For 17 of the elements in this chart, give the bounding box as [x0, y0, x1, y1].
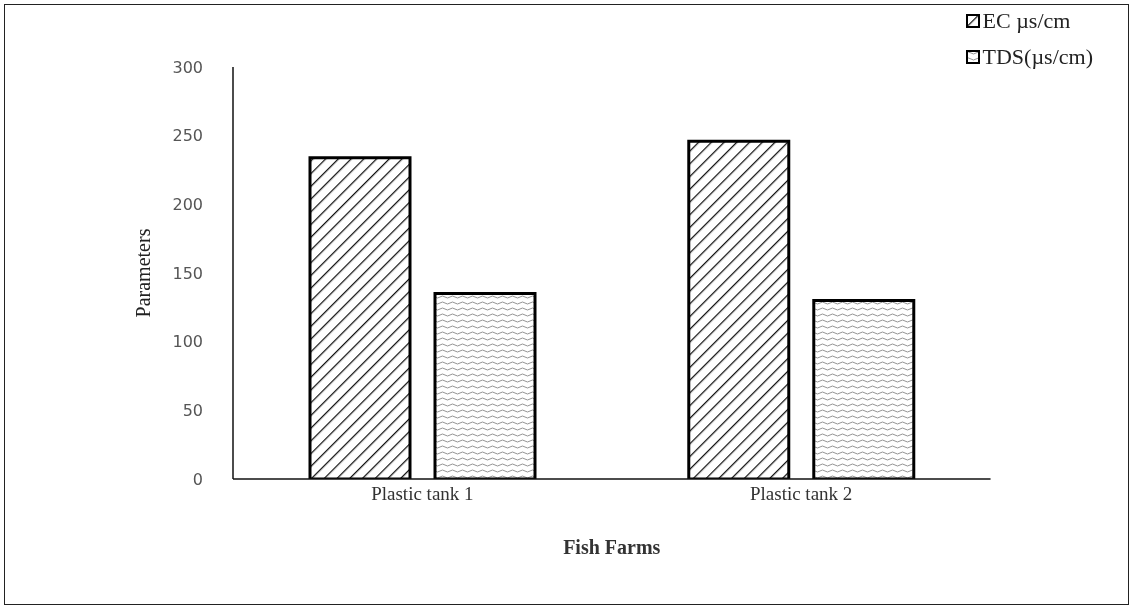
- y-tick-label: 50: [182, 401, 203, 421]
- x-tick-label: Plastic tank 1: [371, 483, 474, 505]
- y-tick-label: 200: [172, 195, 203, 215]
- y-tick-label: 0: [192, 469, 203, 489]
- bar: [687, 139, 791, 479]
- y-tick-label: 100: [172, 332, 203, 352]
- y-axis-title: Parameters: [132, 228, 155, 318]
- y-tick-label: 150: [172, 263, 203, 283]
- y-tick-label: 250: [172, 126, 203, 146]
- legend-label: EC µs/cm: [982, 8, 1071, 34]
- x-tick-label: Plastic tank 2: [749, 483, 853, 505]
- legend-label: TDS(µs/cm): [982, 44, 1093, 70]
- bar: [433, 292, 537, 479]
- x-axis-title: Fish Farms: [563, 536, 661, 558]
- bar: [308, 156, 412, 479]
- bar: [812, 298, 916, 479]
- y-tick-label: 300: [172, 57, 203, 77]
